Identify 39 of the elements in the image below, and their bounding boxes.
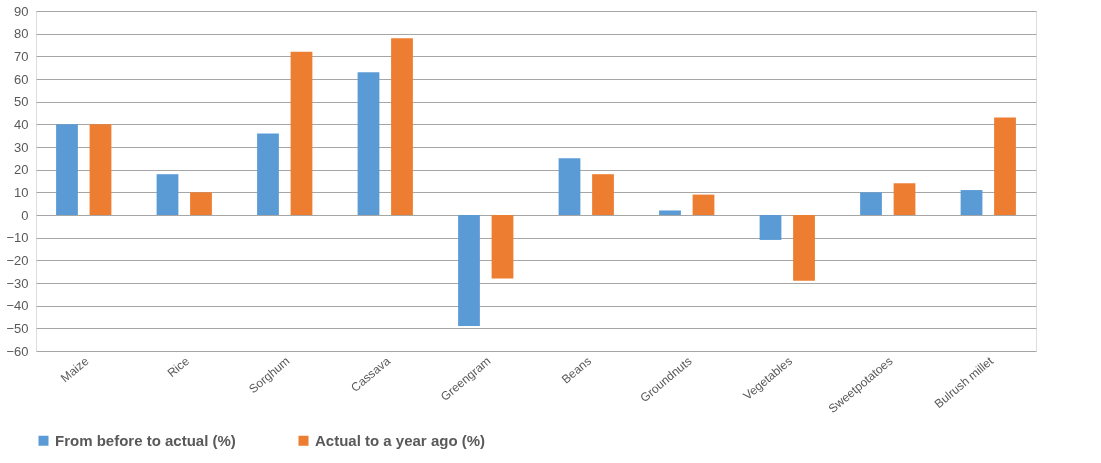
bar: [89, 124, 112, 215]
bar: [860, 192, 882, 215]
bar: [592, 174, 614, 215]
bar: [290, 51, 313, 215]
bar: [56, 124, 78, 215]
bar: [893, 183, 916, 215]
bar: [491, 215, 514, 279]
y-tick-label: 20: [14, 162, 29, 178]
bar: [793, 215, 815, 281]
x-tick-label: Rice: [164, 353, 193, 381]
y-tick-label: −30: [6, 275, 29, 291]
y-tick-label: 90: [14, 3, 29, 19]
y-tick-label: −50: [6, 320, 29, 336]
y-tick-label: −60: [6, 343, 29, 359]
bar: [759, 215, 782, 240]
bar: [257, 133, 279, 215]
bar: [659, 210, 681, 215]
y-tick-label: 70: [14, 48, 29, 64]
y-tick-label: 10: [14, 184, 29, 200]
y-tick-label: 50: [14, 94, 29, 110]
bar: [558, 158, 581, 215]
bar: [994, 117, 1016, 215]
legend-label: From before to actual (%): [55, 431, 236, 449]
bar: [190, 192, 212, 215]
bar: [357, 72, 380, 215]
legend-label: Actual to a year ago (%): [315, 431, 486, 449]
bar: [458, 215, 480, 327]
y-tick-label: 0: [21, 207, 29, 223]
y-tick-label: 80: [14, 26, 29, 42]
bar: [391, 38, 413, 215]
y-tick-label: 40: [14, 116, 29, 132]
y-tick-label: 30: [14, 139, 29, 155]
y-tick-label: −40: [6, 298, 29, 314]
y-tick-label: −20: [6, 252, 29, 268]
y-tick-label: −10: [6, 230, 29, 246]
bar: [156, 174, 179, 215]
y-tick-label: 60: [14, 71, 29, 87]
bar: [692, 194, 715, 215]
bar: [960, 190, 983, 215]
